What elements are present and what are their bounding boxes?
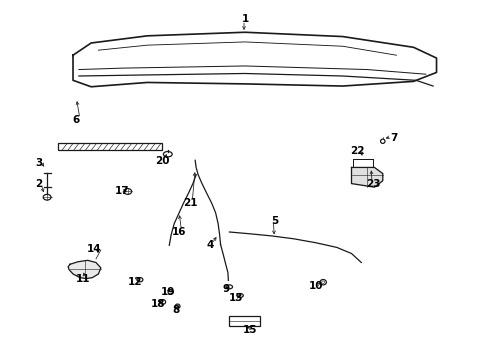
Text: 22: 22 [350, 145, 365, 156]
Text: 14: 14 [87, 244, 102, 254]
Polygon shape [351, 167, 383, 187]
Bar [58, 143, 162, 150]
Ellipse shape [320, 279, 326, 285]
Ellipse shape [322, 281, 325, 283]
Text: 6: 6 [73, 115, 80, 125]
Text: 16: 16 [172, 227, 186, 237]
Ellipse shape [43, 194, 51, 200]
Ellipse shape [163, 152, 172, 157]
Ellipse shape [381, 139, 385, 143]
Text: 1: 1 [242, 14, 248, 24]
Text: 12: 12 [128, 277, 142, 287]
Text: 3: 3 [35, 158, 43, 168]
Text: 5: 5 [271, 216, 279, 226]
Ellipse shape [124, 189, 132, 194]
FancyBboxPatch shape [229, 316, 260, 326]
Text: 15: 15 [243, 325, 257, 335]
Ellipse shape [160, 300, 166, 304]
Text: 17: 17 [115, 186, 129, 197]
Text: 11: 11 [75, 274, 90, 284]
Text: 2: 2 [35, 179, 43, 189]
Text: 4: 4 [206, 240, 214, 250]
Text: 7: 7 [391, 133, 398, 143]
Ellipse shape [226, 285, 233, 289]
Text: 18: 18 [151, 299, 165, 309]
Ellipse shape [237, 293, 244, 297]
Text: 23: 23 [366, 179, 380, 189]
Ellipse shape [168, 289, 173, 294]
Ellipse shape [175, 304, 180, 309]
Ellipse shape [137, 278, 143, 282]
Text: 13: 13 [229, 293, 244, 303]
Text: 10: 10 [309, 281, 323, 291]
Text: 20: 20 [155, 156, 169, 166]
Polygon shape [68, 260, 101, 279]
Text: 21: 21 [183, 198, 197, 208]
Text: 9: 9 [223, 284, 230, 294]
Text: 8: 8 [172, 305, 179, 315]
Text: 19: 19 [161, 287, 175, 297]
